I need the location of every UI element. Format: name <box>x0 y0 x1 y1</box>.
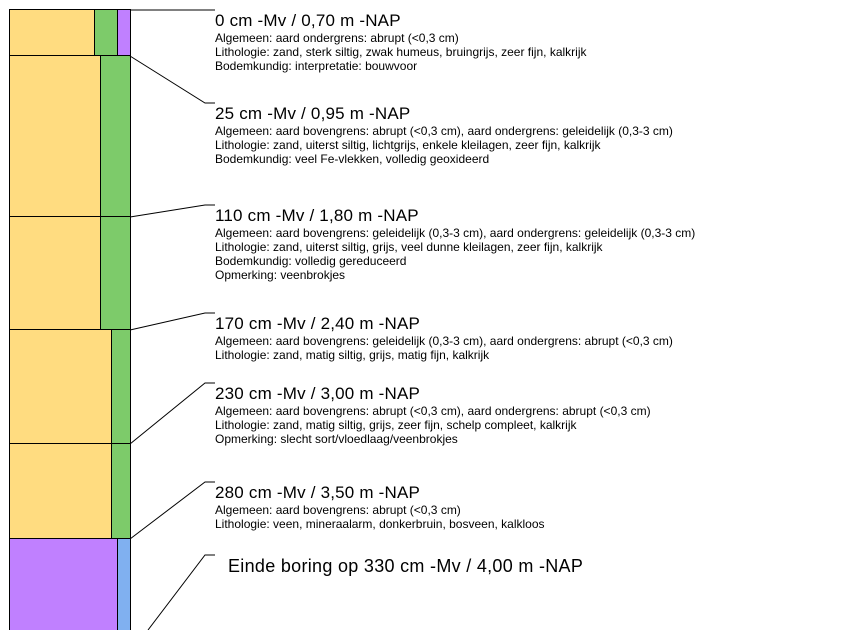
layer-description-5: 230 cm -Mv / 3,00 m -NAP Algemeen: aard … <box>215 384 651 446</box>
lithology-block <box>9 443 112 539</box>
layer-line: Lithologie: zand, matig siltig, grijs, z… <box>215 418 577 432</box>
depth-label: 230 cm -Mv / 3,00 m -NAP <box>215 384 421 403</box>
depth-label: 170 cm -Mv / 2,40 m -NAP <box>215 314 421 333</box>
depth-label: 110 cm -Mv / 1,80 m -NAP <box>215 206 419 225</box>
layer-line: Algemeen: aard bovengrens: geleidelijk (… <box>215 334 673 348</box>
layer-line: Lithologie: zand, matig siltig, grijs, m… <box>215 348 490 362</box>
connector-line <box>147 554 215 630</box>
connector-line <box>129 55 215 104</box>
lithology-block <box>9 9 95 56</box>
layer-line: Lithologie: zand, uiterst siltig, grijs,… <box>215 240 603 254</box>
lithology-block <box>9 55 101 217</box>
layer-description-3: 110 cm -Mv / 1,80 m -NAP Algemeen: aard … <box>215 206 695 282</box>
layer-description-6: 280 cm -Mv / 3,50 m -NAP Algemeen: aard … <box>215 483 545 531</box>
column-blocks <box>9 9 131 630</box>
lime-strip <box>111 329 131 444</box>
lithology-block <box>9 329 112 444</box>
layer-line: Lithologie: veen, mineraalarm, donkerbru… <box>215 517 545 531</box>
connector-line <box>129 481 215 540</box>
depth-label: 0 cm -Mv / 0,70 m -NAP <box>215 11 401 30</box>
lime-strip <box>117 538 131 630</box>
end-of-boring-label: Einde boring op 330 cm -Mv / 4,00 m -NAP <box>228 556 584 576</box>
layer-line: Algemeen: aard bovengrens: abrupt (<0,3 … <box>215 124 673 138</box>
organic-strip <box>117 9 131 56</box>
layer-description-1: 0 cm -Mv / 0,70 m -NAP Algemeen: aard on… <box>215 11 586 73</box>
depth-label: 280 cm -Mv / 3,50 m -NAP <box>215 483 421 502</box>
lime-strip <box>100 55 131 217</box>
layer-line: Bodemkundig: interpretatie: bouwvoor <box>215 59 418 73</box>
lithology-block <box>9 538 118 630</box>
lithology-block <box>9 216 101 330</box>
layer-description-2: 25 cm -Mv / 0,95 m -NAP Algemeen: aard b… <box>215 104 673 166</box>
lime-strip <box>94 9 118 56</box>
layer-line: Opmerking: slecht sort/vloedlaag/veenbro… <box>215 432 458 446</box>
layer-line: Lithologie: zand, uiterst siltig, lichtg… <box>215 138 601 152</box>
layer-line: Algemeen: aard bovengrens: geleidelijk (… <box>215 226 696 240</box>
layer-line: Lithologie: zand, sterk siltig, zwak hum… <box>215 45 587 59</box>
connector-line <box>129 312 215 331</box>
layer-line: Algemeen: aard ondergrens: abrupt (<0,3 … <box>215 31 459 45</box>
connector-line <box>129 204 215 218</box>
connector-lines <box>129 9 215 630</box>
layer-line: Opmerking: veenbrokjes <box>215 268 346 282</box>
layer-line: Bodemkundig: veel Fe-vlekken, volledig g… <box>215 152 490 166</box>
lime-strip <box>100 216 131 330</box>
layer-line: Algemeen: aard bovengrens: abrupt (<0,3 … <box>215 503 461 517</box>
layer-description-4: 170 cm -Mv / 2,40 m -NAP Algemeen: aard … <box>215 314 673 362</box>
depth-label: 25 cm -Mv / 0,95 m -NAP <box>215 104 411 123</box>
layer-line: Algemeen: aard bovengrens: abrupt (<0,3 … <box>215 404 651 418</box>
layer-line: Bodemkundig: volledig gereduceerd <box>215 254 407 268</box>
lime-strip <box>111 443 131 539</box>
connector-line <box>129 382 215 445</box>
